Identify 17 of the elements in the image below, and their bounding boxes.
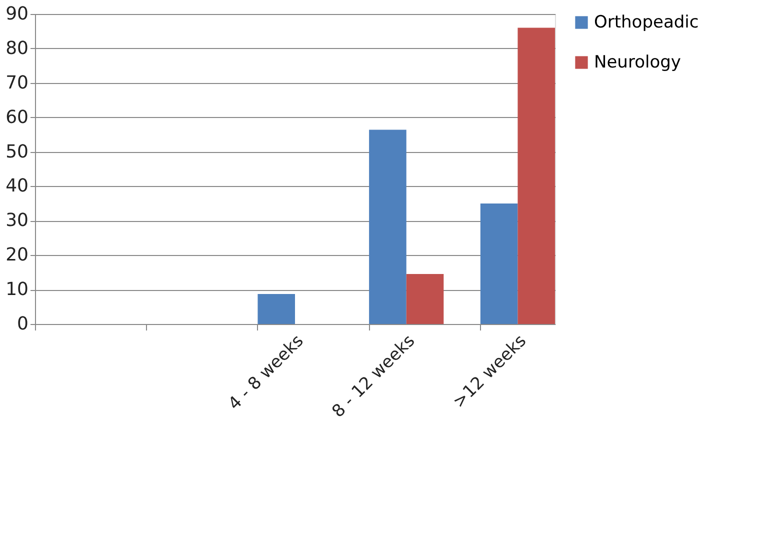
- bar: [480, 203, 518, 324]
- y-tick-label: 90: [6, 4, 28, 24]
- y-tick-label: 0: [17, 314, 28, 334]
- legend-label: Orthopeadic: [594, 12, 699, 32]
- bar: [518, 28, 555, 324]
- bar: [406, 274, 444, 324]
- bar: [258, 294, 295, 324]
- y-tick-label: 80: [6, 38, 28, 59]
- y-tick-label: 50: [6, 141, 28, 162]
- y-tick-label: 40: [6, 176, 28, 197]
- y-tick-label: 30: [6, 210, 28, 232]
- y-tick-label: 60: [6, 106, 28, 128]
- legend-label: Neurology: [594, 52, 681, 72]
- y-tick-label: 20: [6, 244, 28, 266]
- y-tick-label: 10: [6, 279, 28, 300]
- bar: [369, 130, 406, 324]
- y-tick-label: 70: [6, 72, 28, 94]
